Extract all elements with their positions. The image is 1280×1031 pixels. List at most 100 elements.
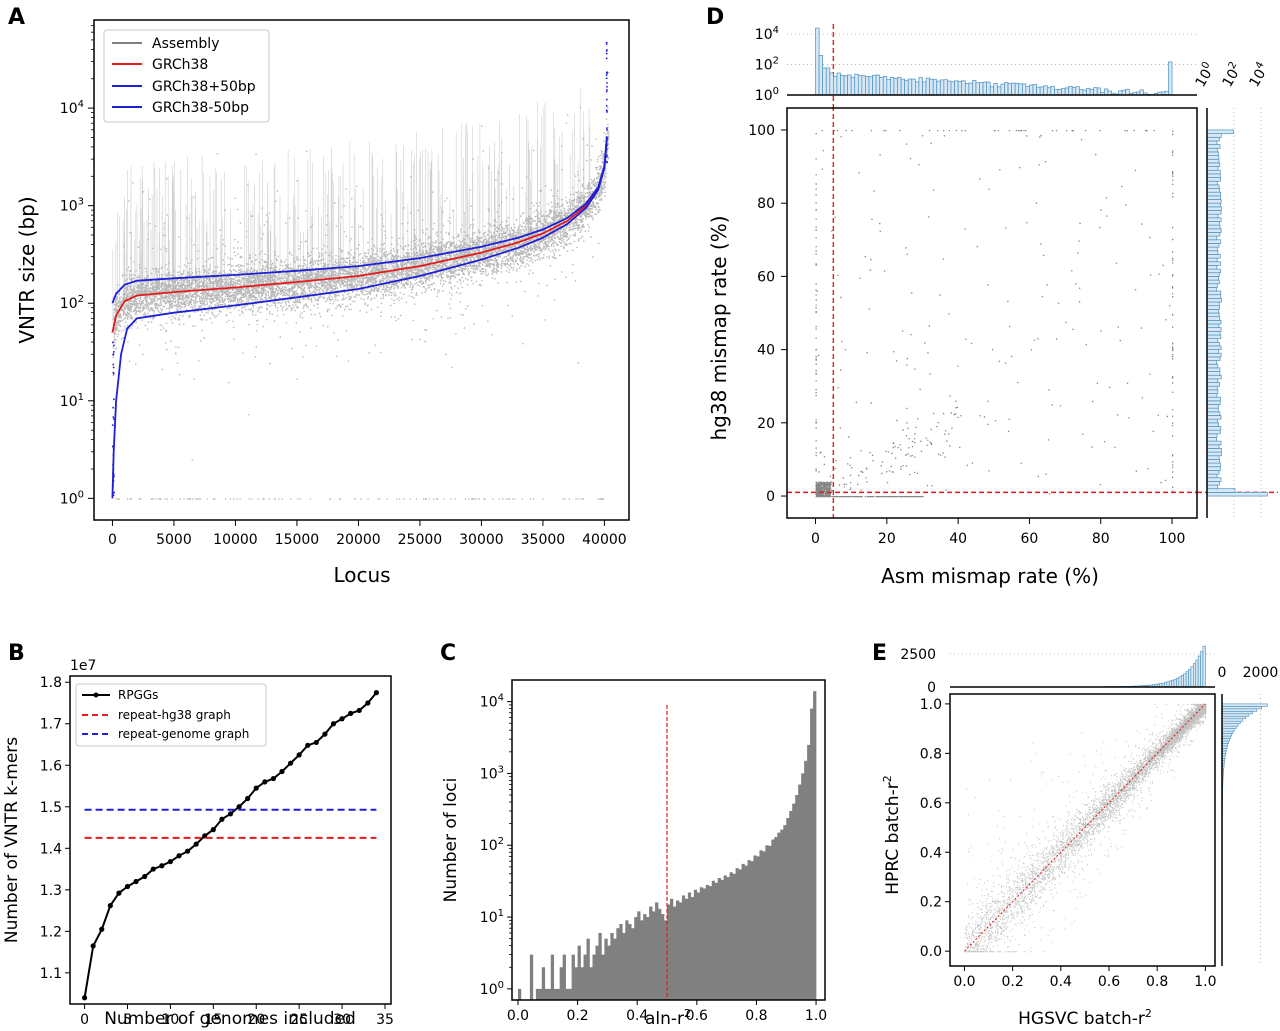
right-marginal-tick-label: 2000 — [1243, 665, 1279, 681]
right-marginal-bar — [1206, 191, 1222, 197]
panel-a-x-ticks: 0 5000 10000 15000 20000 25000 30000 35000 40000 — [108, 520, 627, 548]
top-marginal-bar — [1168, 680, 1172, 688]
top-marginal-bar — [943, 79, 948, 96]
histogram-bar — [589, 967, 593, 1000]
right-marginal-bar — [1206, 455, 1220, 460]
histogram-bar — [699, 887, 704, 1000]
top-marginal-bar — [1176, 677, 1180, 688]
right-marginal-bar — [1206, 459, 1220, 464]
histogram-bar — [690, 897, 695, 1000]
plus50-tail-point — [605, 52, 608, 55]
top-marginal-bar — [1190, 666, 1194, 688]
top-marginal-bar — [1173, 678, 1177, 688]
top-marginal-tick-label: 0 — [927, 680, 936, 696]
plus50-tail-point — [605, 148, 608, 150]
rpggs-point — [356, 707, 362, 714]
minus50-tail-point — [113, 350, 115, 353]
top-marginal-bar — [1200, 651, 1204, 688]
right-marginal-bar — [1206, 356, 1221, 361]
batch-r2-points — [964, 703, 1207, 953]
right-marginal-tick-label: 0 — [1218, 665, 1227, 681]
right-marginal-bar — [1206, 389, 1219, 394]
top-marginal-bar — [1096, 87, 1102, 96]
panel-c-x-ticks: 0.0 0.2 0.4 0.6 0.8 1.0 — [507, 1000, 827, 1024]
panel-e-y-ticks: 0.0 0.2 0.4 0.6 0.8 1.0 — [920, 697, 950, 960]
right-marginal-bar — [1206, 136, 1220, 142]
top-marginal-bar — [868, 76, 873, 96]
top-marginal-bar — [979, 82, 984, 96]
top-marginal-bar — [950, 81, 955, 96]
top-marginal-bar — [961, 80, 966, 96]
top-marginal-bar — [914, 81, 920, 96]
top-marginal-bar — [872, 74, 877, 96]
rpggs-point — [159, 863, 165, 869]
histogram-bar — [717, 877, 721, 1000]
plus50-tail-point — [605, 74, 608, 76]
minus50-tail-point — [112, 453, 115, 456]
right-marginal-bar — [1206, 246, 1218, 252]
x-tick-label: 30 — [333, 1012, 351, 1028]
right-marginal-bar — [1206, 221, 1220, 226]
y-tick-label: 0.4 — [920, 845, 942, 861]
y-tick-label: 1.7 — [40, 717, 62, 733]
histogram-bar — [637, 911, 641, 1000]
top-marginal-bar — [1004, 82, 1009, 96]
top-marginal-bar — [825, 67, 831, 96]
histogram-bar — [765, 845, 769, 1000]
panel-a-legend-box — [103, 29, 270, 123]
top-marginal-bar — [982, 81, 988, 96]
x-tick-label: 20 — [247, 1012, 265, 1028]
top-marginal-bar — [918, 77, 923, 96]
plus50-tail-point — [605, 43, 608, 45]
histogram-bar — [613, 938, 617, 1000]
histogram-bar — [577, 945, 581, 1000]
right-marginal-bar — [1206, 323, 1220, 328]
right-marginal-bar — [1206, 129, 1234, 134]
y-tick-label: 101 — [60, 392, 84, 410]
x-tick-label: 0.2 — [566, 1008, 588, 1024]
panel-c-x-label-sup: 2 — [684, 1007, 691, 1020]
panel-d-letter: D — [706, 5, 724, 30]
panel-d-right-marginal-hist — [1197, 108, 1278, 518]
right-marginal-bar — [1206, 404, 1219, 409]
right-marginal-bar — [1206, 250, 1219, 255]
right-marginal-bar — [1206, 378, 1219, 383]
histogram-bar — [631, 928, 635, 1000]
plus50-tail-point — [605, 154, 608, 157]
y-tick-label: 102 — [480, 836, 504, 854]
histogram-bar — [756, 856, 760, 1000]
histogram-bar — [726, 877, 730, 1000]
right-marginal-bar — [1206, 173, 1221, 178]
right-marginal-bar — [1206, 407, 1219, 413]
panel-e-right-marginal-ticks: 0 2000 — [1218, 665, 1279, 681]
right-marginal-bar — [1206, 283, 1218, 288]
top-marginal-bar — [986, 81, 991, 96]
x-tick-label: 5000 — [156, 532, 192, 548]
y-tick-label: 104 — [60, 99, 84, 117]
series-line-grch38 — [111, 137, 608, 333]
panel-e-top-marginal-ticks: 0 2500 — [900, 647, 936, 696]
histogram-bar — [661, 914, 665, 1000]
top-marginal-bar — [875, 74, 881, 96]
top-marginal-bar — [1046, 87, 1052, 96]
right-marginal-bar — [1221, 730, 1234, 734]
histogram-bar — [664, 920, 668, 1000]
histogram-bar — [783, 825, 787, 1000]
right-marginal-bar — [1206, 345, 1222, 350]
top-marginal-bar — [968, 82, 973, 96]
right-marginal-bar — [1206, 239, 1221, 244]
panel-e-letter: E — [872, 641, 887, 666]
histogram-bar — [708, 886, 713, 1000]
top-marginal-bar — [815, 27, 820, 96]
top-marginal-bar — [972, 80, 977, 96]
histogram-bar — [667, 904, 671, 1000]
right-marginal-bar — [1206, 437, 1217, 442]
panel-c-y-label: Number of loci — [441, 778, 461, 903]
x-tick-label: 0.6 — [1098, 974, 1120, 990]
assembly-size-one-points — [115, 498, 605, 500]
top-marginal-bar — [925, 77, 930, 96]
panel-d-axes-frame — [786, 107, 1198, 519]
rpggs-point — [193, 841, 199, 847]
histogram-bar — [696, 892, 701, 1000]
right-marginal-bar — [1206, 396, 1221, 402]
